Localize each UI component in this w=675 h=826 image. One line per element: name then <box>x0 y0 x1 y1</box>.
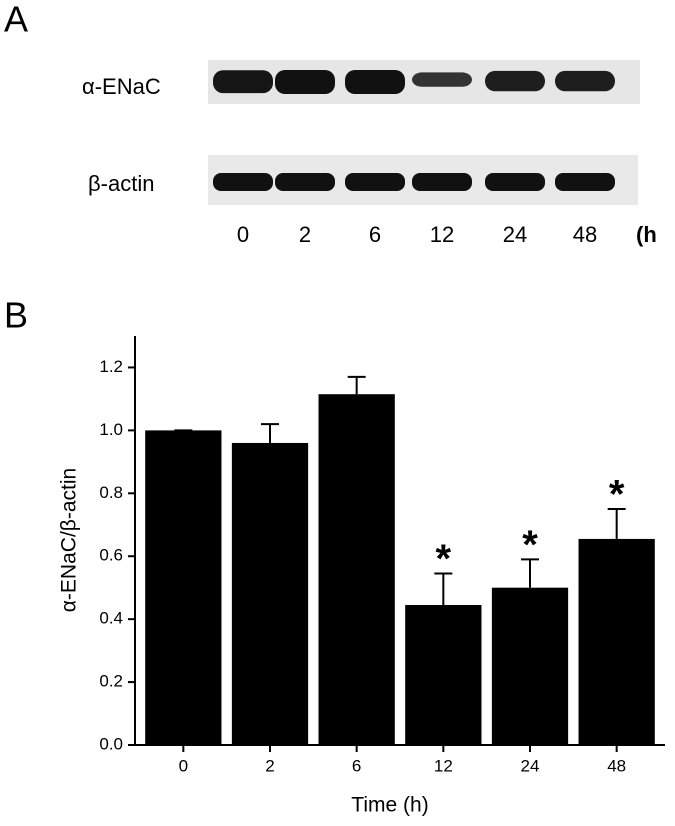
y-tick-label: 1.0 <box>99 420 123 439</box>
band <box>275 70 335 94</box>
y-tick-label: 1.2 <box>99 357 123 376</box>
significance-mark: * <box>609 473 625 517</box>
band <box>213 70 273 94</box>
band <box>213 173 273 191</box>
x-tick-label: 2 <box>265 756 274 775</box>
band <box>412 173 472 191</box>
y-tick-label: 0.6 <box>99 546 123 565</box>
bar <box>405 604 482 745</box>
band <box>485 70 545 92</box>
y-tick-label: 0.2 <box>99 672 123 691</box>
band <box>345 173 405 191</box>
bar <box>578 538 655 745</box>
band <box>555 173 615 191</box>
lane-label: 2 <box>299 222 311 247</box>
row-label: β-actin <box>88 171 154 196</box>
band <box>485 173 545 191</box>
x-tick-label: 24 <box>521 756 540 775</box>
panel-label: B <box>4 295 28 336</box>
row-label: α-ENaC <box>82 74 161 99</box>
y-tick-label: 0.4 <box>99 609 123 628</box>
significance-mark: * <box>522 523 538 567</box>
y-axis-label: α-ENaC/β-actin <box>58 468 81 612</box>
y-tick-label: 0.0 <box>99 734 123 753</box>
lane-label: 48 <box>573 222 597 247</box>
lane-label: 24 <box>503 222 527 247</box>
x-axis-label: Time (h) <box>351 794 428 817</box>
y-tick-label: 0.8 <box>99 483 123 502</box>
bar <box>491 587 569 745</box>
lane-label: 12 <box>430 222 454 247</box>
x-tick-label: 6 <box>352 756 361 775</box>
bar <box>231 442 309 745</box>
band <box>412 72 472 87</box>
panel-label: A <box>4 0 28 40</box>
significance-mark: * <box>436 537 452 581</box>
band <box>555 70 615 92</box>
x-tick-label: 0 <box>179 756 188 775</box>
band <box>275 173 335 191</box>
x-tick-label: 48 <box>607 756 626 775</box>
x-tick-label: 12 <box>434 756 453 775</box>
bar <box>318 394 395 745</box>
lane-label: 6 <box>369 222 381 247</box>
lane-label: 0 <box>237 222 249 247</box>
bar <box>145 430 222 745</box>
band <box>345 70 405 94</box>
unit-label: (h <box>636 222 657 247</box>
